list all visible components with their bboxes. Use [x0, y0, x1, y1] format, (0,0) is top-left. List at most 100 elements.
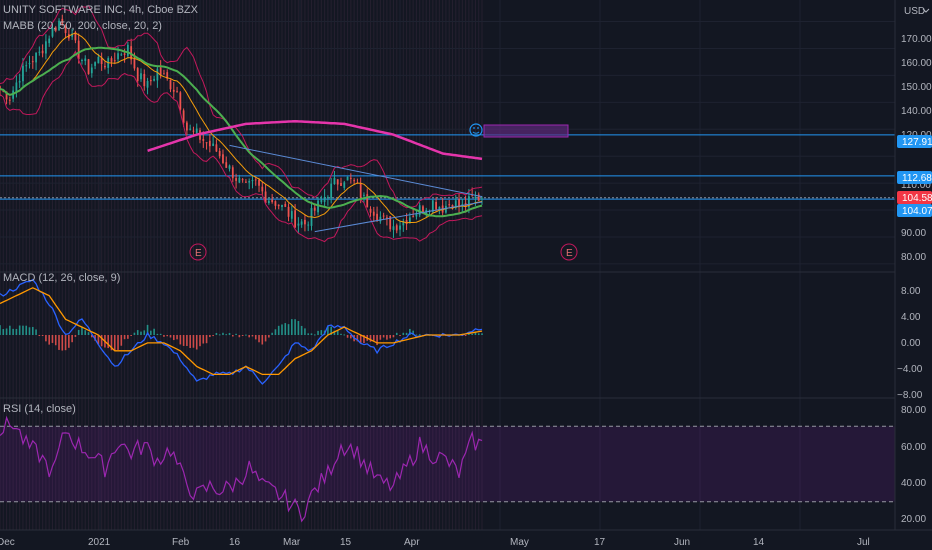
candle-body	[454, 200, 457, 209]
macd-histogram-bar	[340, 333, 342, 335]
chevron-down-icon[interactable]	[922, 8, 930, 13]
candle-body	[458, 199, 460, 207]
macd-tick: 8.00	[901, 286, 921, 297]
macd-histogram-bar	[382, 335, 385, 338]
candle-body	[248, 180, 251, 183]
time-tick: Jun	[674, 537, 690, 548]
price-tag-text: 104.58	[902, 193, 932, 204]
price-tag-127[interactable]: 127.91	[897, 135, 932, 148]
time-tick: Dec	[0, 537, 15, 548]
macd-histogram-bar	[58, 335, 60, 350]
candle-body	[422, 206, 424, 213]
candle-body	[267, 200, 270, 204]
candle-body	[113, 60, 116, 62]
candle-body	[438, 206, 441, 210]
candle-body	[431, 200, 434, 212]
candle-body	[61, 18, 64, 26]
macd-histogram-bar	[81, 326, 83, 335]
macd-histogram-bar	[277, 325, 280, 335]
candle-body	[395, 225, 398, 231]
horizontal-level-lines[interactable]	[0, 134, 895, 200]
rsi-indicator-label[interactable]: RSI (14, close)	[3, 403, 76, 415]
currency-label[interactable]: USD	[904, 6, 925, 17]
macd-histogram-bar	[327, 325, 329, 335]
price-tag-text: 104.07	[902, 206, 932, 217]
macd-histogram-bar	[409, 328, 411, 335]
bollinger-lower-line	[0, 50, 483, 243]
macd-histogram-bar	[140, 331, 142, 335]
macd-histogram-bar	[284, 323, 287, 335]
macd-histogram-bar	[251, 335, 254, 337]
candle-body	[228, 165, 231, 169]
bollinger-upper-line	[0, 5, 483, 209]
trendline-lower[interactable]	[314, 201, 483, 233]
candle-body	[399, 225, 401, 230]
smiley-mouth	[472, 131, 480, 134]
macd-histogram-bar	[294, 319, 296, 335]
candle-body	[222, 154, 224, 163]
macd-histogram-bar	[38, 335, 41, 336]
macd-histogram-bar	[169, 335, 172, 338]
macd-histogram-bar	[258, 335, 260, 343]
candle-body	[445, 205, 447, 213]
candle-body	[330, 183, 333, 199]
time-tick: Mar	[283, 537, 301, 548]
note-box[interactable]	[483, 124, 569, 138]
macd-histogram-bar	[110, 335, 113, 351]
candle-body	[5, 91, 8, 100]
time-axis[interactable]: Dec 2021 Feb 16 Mar 15 Apr May 17 Jun 14…	[0, 537, 870, 548]
macd-histogram-bar	[176, 335, 178, 340]
emoji-note[interactable]	[469, 123, 569, 138]
rsi-axis-ticks: 80.00 60.00 40.00 20.00	[901, 405, 926, 525]
time-tick: Feb	[172, 537, 190, 548]
macd-histogram-bar	[386, 335, 388, 340]
macd-histogram-bar	[100, 335, 103, 347]
candle-body	[31, 61, 34, 63]
candle-body	[235, 178, 237, 181]
candle-body	[84, 58, 87, 62]
candle-body	[251, 180, 254, 182]
time-tick: Apr	[404, 537, 420, 548]
earnings-marker-2[interactable]: E	[560, 243, 578, 261]
candle-body	[343, 182, 346, 188]
candle-body	[287, 206, 290, 217]
macd-histogram-bar	[359, 335, 362, 344]
time-tick: 16	[229, 537, 241, 548]
macd-histogram-bar	[333, 330, 336, 335]
candle-body	[372, 211, 375, 216]
mabb-indicator-label[interactable]: MABB (20, 50, 200, close, 20, 2)	[3, 20, 162, 32]
macd-histogram-bar	[389, 335, 391, 339]
macd-histogram-bar	[268, 335, 270, 338]
candle-body	[481, 198, 483, 200]
candle-body	[323, 197, 326, 202]
macd-histogram-bar	[287, 324, 290, 335]
price-tag-112[interactable]: 112.68	[897, 171, 932, 184]
candle-body	[136, 68, 139, 82]
price-tick: 110.00	[901, 180, 931, 191]
candle-body	[382, 215, 385, 217]
macd-histogram-bar	[186, 335, 188, 346]
smiley-eye	[473, 127, 475, 129]
candle-body	[176, 91, 178, 93]
candle-body	[172, 89, 175, 92]
price-tag-104[interactable]: 104.07	[897, 204, 932, 217]
macd-histogram-bar	[28, 327, 31, 335]
symbol-title[interactable]: UNITY SOFTWARE INC, 4h, Cboe BZX	[3, 4, 199, 16]
macd-indicator-label[interactable]: MACD (12, 26, close, 9)	[3, 272, 120, 284]
macd-histogram-bar	[235, 333, 237, 335]
candle-body	[412, 216, 415, 218]
candle-body	[320, 199, 323, 203]
candle-body	[231, 167, 234, 179]
macd-histogram-bar	[25, 325, 28, 335]
macd-histogram-bar	[156, 333, 159, 335]
earnings-marker-1[interactable]: E	[189, 243, 207, 261]
macd-histogram-bar	[45, 335, 47, 342]
macd-tick: 4.00	[901, 312, 921, 323]
macd-histogram-bar	[264, 335, 267, 342]
candle-body	[100, 58, 103, 64]
trendline-upper[interactable]	[229, 144, 483, 198]
macd-histogram-bar	[192, 335, 195, 348]
macd-histogram-bar	[395, 332, 398, 335]
price-tag-last[interactable]: 104.58	[897, 191, 932, 204]
